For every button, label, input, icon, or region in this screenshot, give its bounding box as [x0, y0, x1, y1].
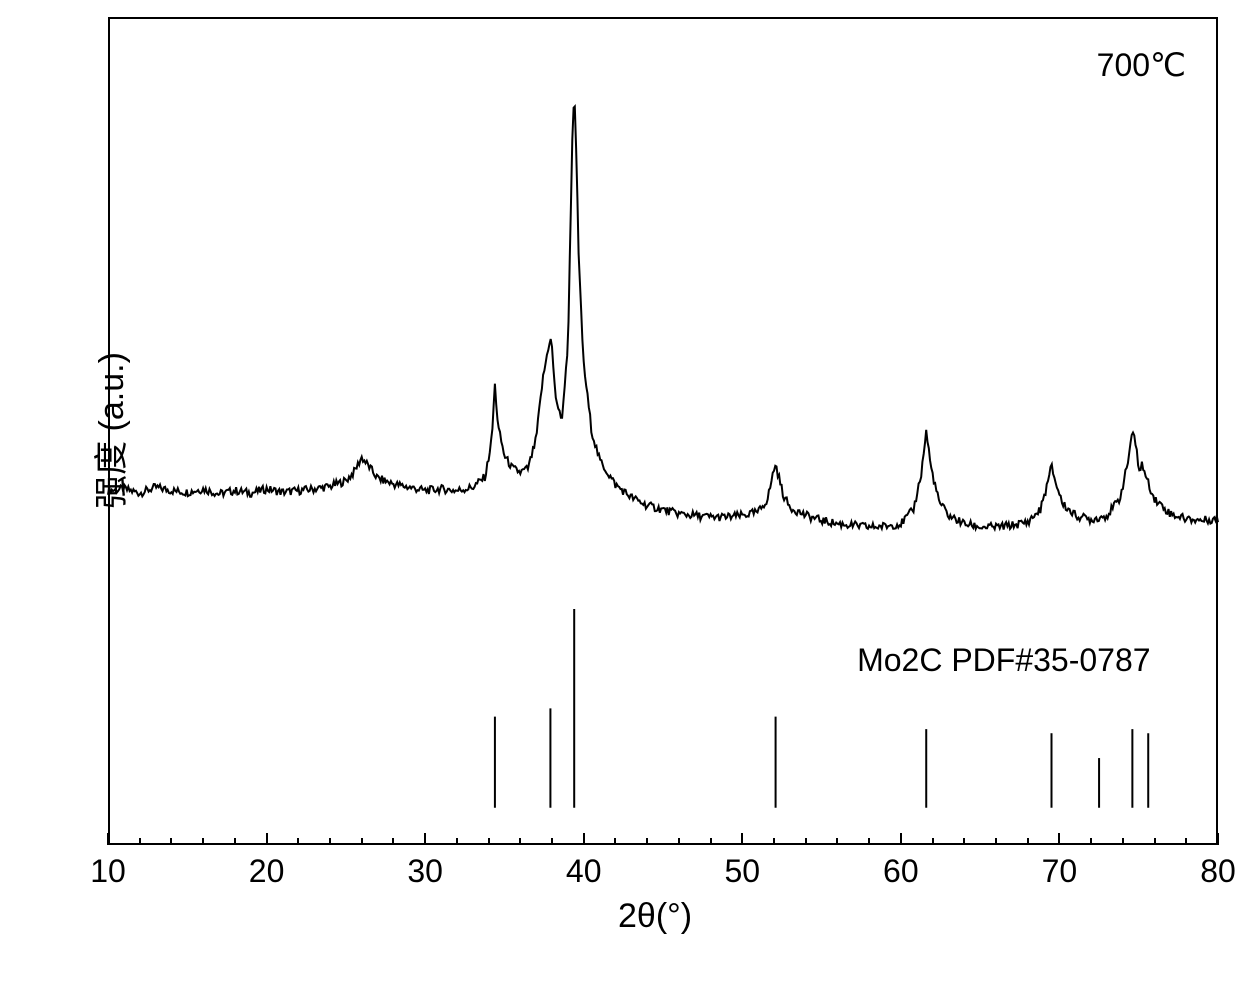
xrd-figure: 强度 (a.u.) 2θ(°) 700℃ Mo2C PDF#35-0787 10… — [0, 0, 1240, 987]
x-tick-minor — [773, 838, 775, 845]
x-tick-minor — [868, 838, 870, 845]
x-tick-minor — [836, 838, 838, 845]
x-tick-label: 60 — [883, 853, 919, 890]
x-tick-minor — [488, 838, 490, 845]
x-tick-label: 20 — [249, 853, 285, 890]
x-tick-label: 80 — [1200, 853, 1236, 890]
x-tick-minor — [297, 838, 299, 845]
x-tick-minor — [202, 838, 204, 845]
x-tick-minor — [963, 838, 965, 845]
x-tick-major — [424, 833, 426, 845]
x-tick-minor — [170, 838, 172, 845]
x-tick-major — [1058, 833, 1060, 845]
x-tick-minor — [234, 838, 236, 845]
x-tick-minor — [1185, 838, 1187, 845]
x-tick-minor — [995, 838, 997, 845]
x-tick-label: 40 — [566, 853, 602, 890]
x-tick-label: 10 — [90, 853, 126, 890]
x-tick-major — [107, 833, 109, 845]
x-tick-major — [266, 833, 268, 845]
x-tick-minor — [139, 838, 141, 845]
x-tick-minor — [551, 838, 553, 845]
x-tick-minor — [1122, 838, 1124, 845]
x-tick-minor — [710, 838, 712, 845]
x-tick-minor — [329, 838, 331, 845]
x-tick-minor — [646, 838, 648, 845]
x-tick-minor — [932, 838, 934, 845]
x-tick-minor — [678, 838, 680, 845]
x-tick-minor — [1090, 838, 1092, 845]
x-tick-major — [583, 833, 585, 845]
x-tick-minor — [805, 838, 807, 845]
x-tick-label: 70 — [1042, 853, 1078, 890]
x-tick-minor — [1027, 838, 1029, 845]
x-tick-label: 50 — [724, 853, 760, 890]
x-tick-label: 30 — [407, 853, 443, 890]
x-tick-major — [900, 833, 902, 845]
x-tick-major — [1217, 833, 1219, 845]
xrd-trace-svg — [0, 0, 1240, 987]
x-tick-minor — [1154, 838, 1156, 845]
x-tick-minor — [456, 838, 458, 845]
x-tick-minor — [614, 838, 616, 845]
xrd-pattern-trace — [108, 107, 1218, 530]
x-tick-minor — [519, 838, 521, 845]
x-tick-major — [741, 833, 743, 845]
x-tick-minor — [361, 838, 363, 845]
x-tick-minor — [392, 838, 394, 845]
